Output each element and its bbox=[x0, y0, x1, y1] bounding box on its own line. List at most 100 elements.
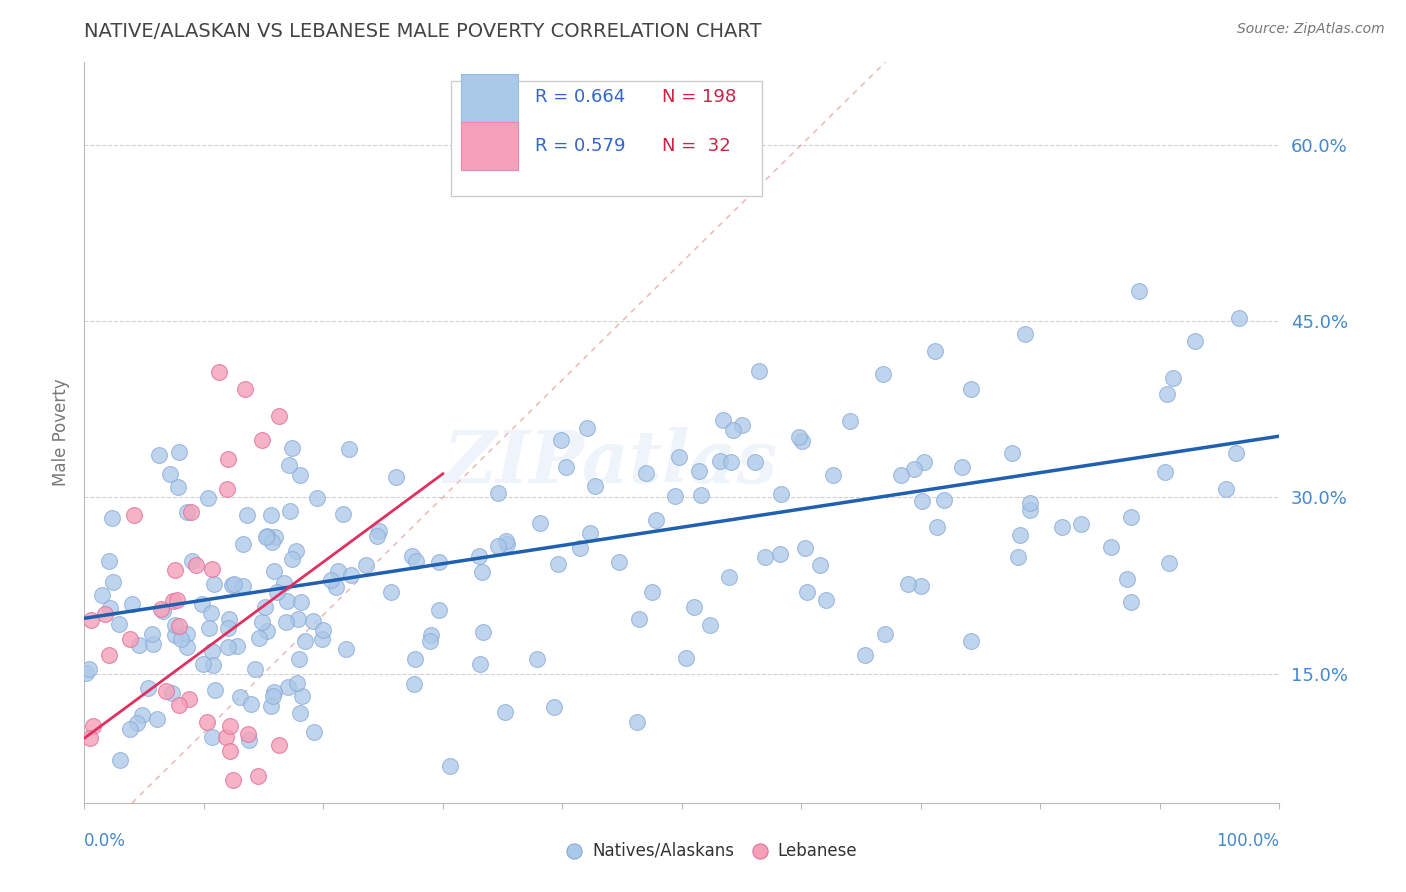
Point bbox=[721, 423, 744, 437]
Point bbox=[110, 753, 132, 767]
Point bbox=[1018, 496, 1040, 510]
Point bbox=[419, 633, 441, 648]
Point bbox=[100, 601, 122, 615]
Point bbox=[218, 612, 240, 626]
Point bbox=[903, 461, 925, 475]
Point bbox=[959, 634, 981, 648]
Point bbox=[1157, 556, 1180, 570]
Point bbox=[576, 421, 599, 435]
Point bbox=[193, 657, 215, 671]
Point bbox=[950, 459, 973, 474]
Point bbox=[628, 612, 651, 626]
Point bbox=[1008, 528, 1031, 542]
Point bbox=[274, 615, 297, 630]
Point bbox=[641, 585, 664, 599]
Point bbox=[101, 510, 124, 524]
Point bbox=[80, 613, 103, 627]
Text: R = 0.664: R = 0.664 bbox=[534, 88, 626, 106]
Point bbox=[550, 433, 572, 447]
Point bbox=[253, 600, 276, 615]
Point bbox=[305, 491, 328, 505]
Point bbox=[128, 638, 150, 652]
Point bbox=[224, 577, 246, 591]
Point bbox=[285, 544, 308, 558]
Point bbox=[245, 662, 267, 676]
Point bbox=[77, 662, 100, 676]
Point bbox=[960, 382, 983, 396]
Point bbox=[808, 558, 831, 573]
Point bbox=[217, 640, 239, 654]
Point bbox=[200, 644, 222, 658]
Point bbox=[796, 584, 818, 599]
Point bbox=[699, 618, 721, 632]
Point bbox=[1119, 510, 1142, 524]
Point bbox=[180, 505, 202, 519]
Point bbox=[495, 533, 517, 548]
Point bbox=[486, 539, 509, 553]
Point bbox=[720, 455, 742, 469]
Point bbox=[246, 769, 269, 783]
Point bbox=[468, 657, 491, 671]
Point bbox=[794, 541, 817, 556]
Point bbox=[163, 563, 186, 577]
Point bbox=[607, 556, 630, 570]
Point bbox=[160, 686, 183, 700]
Text: R = 0.579: R = 0.579 bbox=[534, 137, 626, 155]
Point bbox=[118, 632, 141, 646]
Point bbox=[853, 648, 876, 663]
Point bbox=[718, 570, 741, 584]
Point bbox=[385, 470, 408, 484]
FancyBboxPatch shape bbox=[461, 73, 519, 121]
Point bbox=[367, 524, 389, 539]
Point bbox=[148, 448, 170, 462]
Point bbox=[263, 685, 285, 699]
Point bbox=[579, 526, 602, 541]
Y-axis label: Male Poverty: Male Poverty bbox=[52, 379, 70, 486]
Text: Source: ZipAtlas.com: Source: ZipAtlas.com bbox=[1237, 22, 1385, 37]
Point bbox=[927, 520, 949, 534]
Point bbox=[176, 640, 198, 654]
Point bbox=[838, 413, 860, 427]
Point bbox=[872, 367, 894, 381]
Point bbox=[583, 479, 606, 493]
Point bbox=[176, 505, 198, 519]
Point bbox=[568, 541, 591, 556]
Point bbox=[897, 577, 920, 591]
Point bbox=[176, 627, 198, 641]
Point bbox=[321, 573, 343, 587]
Point bbox=[159, 467, 181, 481]
Point bbox=[155, 684, 177, 698]
Text: Natives/Alaskans: Natives/Alaskans bbox=[592, 842, 734, 860]
Point bbox=[232, 579, 254, 593]
Point bbox=[152, 605, 174, 619]
Text: 0.0%: 0.0% bbox=[84, 832, 127, 850]
Point bbox=[547, 557, 569, 571]
Point bbox=[769, 547, 792, 561]
Point bbox=[664, 490, 686, 504]
Point bbox=[120, 722, 142, 736]
Point bbox=[260, 698, 283, 713]
Point bbox=[529, 516, 551, 530]
Point bbox=[486, 485, 509, 500]
Point bbox=[769, 487, 792, 501]
Point bbox=[787, 430, 810, 444]
Point bbox=[167, 619, 190, 633]
Point bbox=[1116, 572, 1139, 586]
Point bbox=[404, 677, 426, 691]
Point bbox=[236, 727, 259, 741]
Point bbox=[260, 534, 283, 549]
Point bbox=[141, 627, 163, 641]
Point bbox=[912, 455, 935, 469]
Point bbox=[748, 364, 770, 378]
Point bbox=[208, 366, 231, 380]
Point bbox=[202, 577, 225, 591]
Point bbox=[312, 623, 335, 637]
Point bbox=[169, 698, 191, 712]
Point bbox=[439, 759, 461, 773]
Point bbox=[468, 549, 491, 563]
Point bbox=[731, 417, 754, 432]
Point bbox=[636, 467, 658, 481]
Point bbox=[195, 714, 218, 729]
FancyBboxPatch shape bbox=[451, 81, 762, 195]
Point bbox=[1227, 311, 1250, 326]
